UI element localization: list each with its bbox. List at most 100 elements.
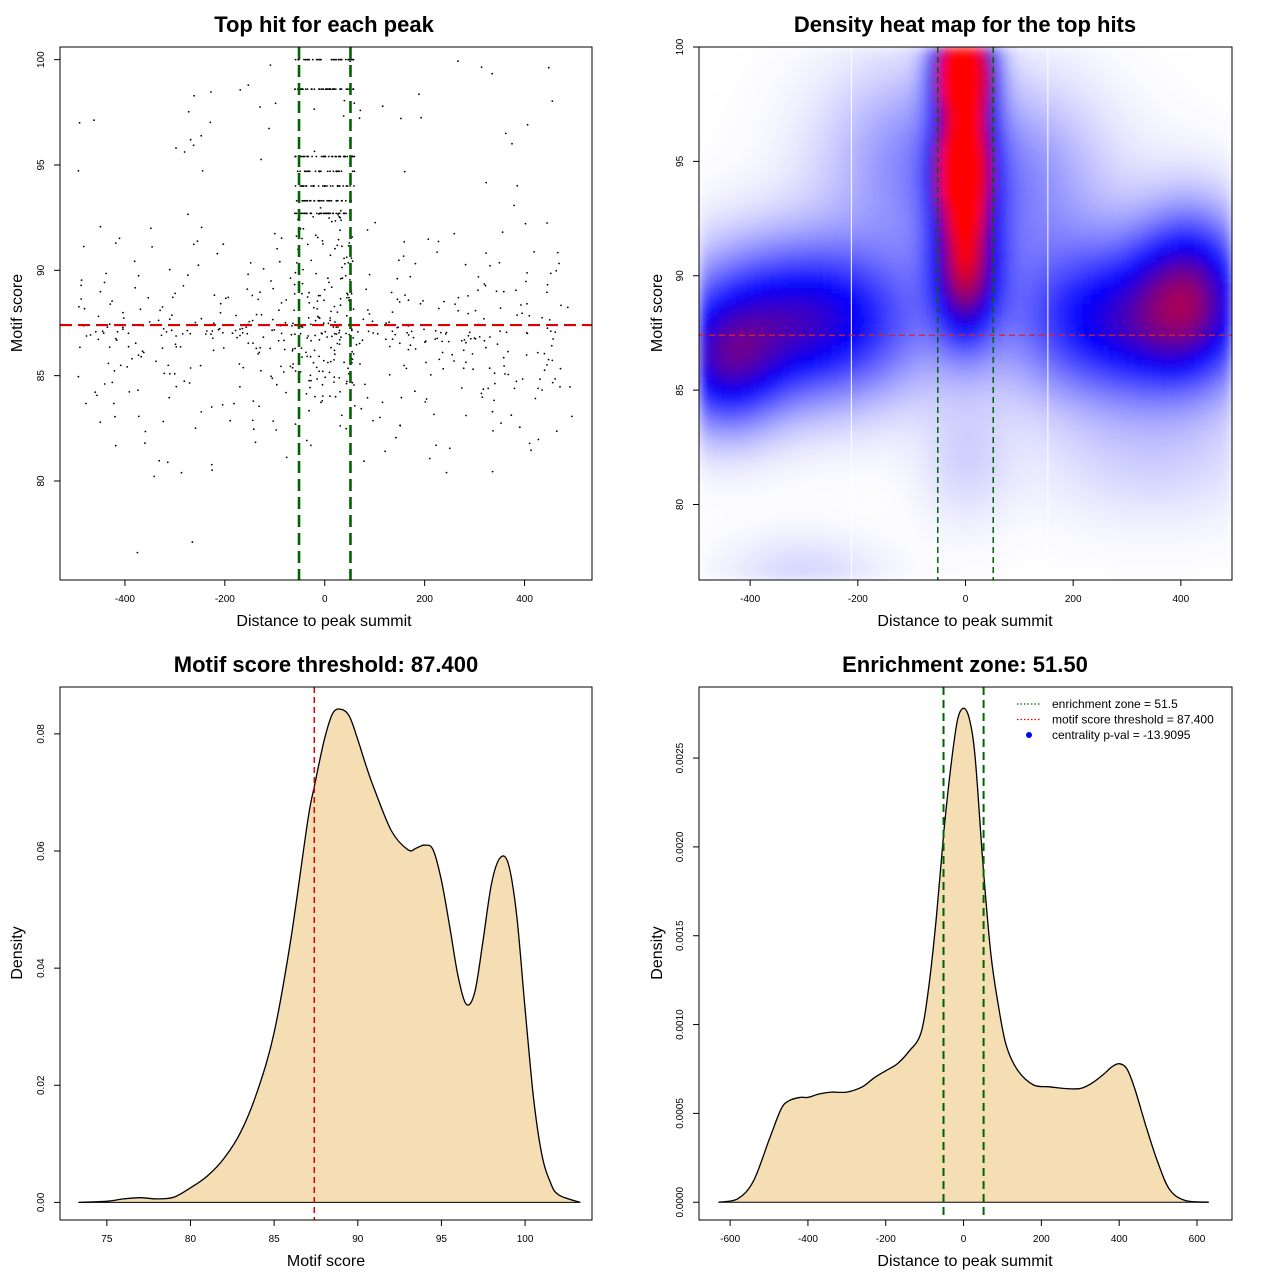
heatmap-cell (841, 409, 851, 421)
heatmap-cell (1081, 569, 1091, 580)
heatmap-cell (992, 356, 1002, 368)
scatter-point (326, 170, 329, 173)
heatmap-cell (1089, 121, 1100, 133)
heatmap-cell (1045, 537, 1055, 549)
heatmap-cell (876, 548, 887, 560)
heatmap-cell (930, 79, 940, 91)
heatmap-cell (1009, 142, 1020, 155)
heatmap-cell (938, 345, 949, 357)
heatmap-cell (752, 398, 762, 411)
heatmap-cell (1187, 452, 1198, 464)
heatmap-cell (1027, 270, 1038, 283)
heatmap-cell (938, 324, 949, 336)
heatmap-cell (1116, 324, 1126, 336)
scatter-point (155, 360, 157, 363)
heatmap-cell (903, 398, 913, 411)
heatmap-cell (1036, 132, 1047, 144)
heatmap-cell (1072, 164, 1082, 176)
heatmap-cell (858, 100, 869, 112)
heatmap-cell (805, 334, 816, 347)
heatmap-cell (752, 228, 762, 240)
heatmap-cell (885, 260, 895, 272)
heatmap-cell (796, 153, 807, 165)
heatmap-cell (867, 420, 878, 432)
scatter-point (351, 350, 353, 353)
heatmap-cell (1143, 334, 1153, 347)
heatmap-cell (716, 121, 727, 133)
scatter-point (246, 288, 249, 290)
heatmap-cell (1072, 57, 1082, 69)
heatmap-cell (903, 153, 913, 165)
heatmap-cell (876, 462, 887, 474)
scatter-point (436, 251, 438, 254)
heatmap-cell (1169, 302, 1180, 315)
scatter-point (170, 329, 173, 332)
heatmap-cell (956, 281, 967, 293)
heatmap-cell (1098, 377, 1109, 389)
heatmap-cell (699, 494, 709, 506)
scatter-point (428, 457, 431, 460)
heatmap-cell (921, 228, 931, 240)
heatmap-cell (823, 68, 833, 80)
heatmap-cell (850, 388, 860, 400)
scatter-point (444, 333, 447, 335)
scatter-point (114, 415, 116, 418)
heatmap-cell (885, 79, 895, 91)
heatmap-cell (707, 377, 718, 389)
heatmap-cell (1072, 558, 1082, 570)
heatmap-cell (752, 292, 762, 304)
heatmap-cell (1169, 79, 1180, 91)
heatmap-cell (1187, 121, 1198, 133)
heatmap-cell (743, 473, 753, 485)
heatmap-cell (1036, 494, 1047, 506)
heatmap-cell (850, 89, 860, 101)
heatmap-cell (938, 174, 949, 187)
heatmap-cell (956, 324, 967, 336)
heatmap-cell (752, 68, 762, 80)
heatmap-cell (903, 548, 913, 560)
distance-density-x-tick-label: 200 (1033, 1234, 1050, 1245)
scatter-point (559, 385, 561, 388)
scatter-point (559, 367, 562, 370)
heatmap-cell (992, 164, 1002, 176)
scatter-point (507, 350, 509, 353)
heatmap-cell (850, 334, 860, 347)
heatmap-cell (823, 558, 833, 570)
scatter-point (157, 319, 160, 322)
scatter-point (334, 220, 337, 222)
heatmap-cell (725, 462, 736, 474)
heatmap-cell (823, 494, 833, 506)
heatmap-cell (1152, 132, 1162, 144)
scatter-point (462, 367, 465, 370)
heatmap-cell (725, 409, 736, 421)
heatmap-cell (1223, 260, 1232, 272)
score-density-curve (78, 708, 581, 1204)
heatmap-cell (1214, 377, 1224, 389)
heatmap-cell (1223, 79, 1232, 91)
heatmap-cell (912, 526, 922, 538)
heatmap-cell (1045, 132, 1055, 144)
distance-density-y-tick-label: 0.0010 (675, 1009, 686, 1040)
heatmap-cell (974, 228, 984, 240)
heatmap-cell (805, 569, 816, 580)
heatmap-cell (858, 313, 869, 325)
scatter-point (505, 331, 508, 334)
heatmap-cell (699, 516, 709, 528)
heatmap-cell (1081, 420, 1091, 432)
heatmap-cell (1054, 100, 1064, 112)
heatmap-cell (1036, 196, 1047, 208)
heatmap-cell (1063, 409, 1073, 421)
heatmap-cell (725, 185, 736, 197)
heatmap-cell (1160, 121, 1171, 133)
heatmap-cell (1152, 345, 1162, 357)
heatmap-cell (1143, 47, 1153, 59)
heatmap-cell (699, 238, 709, 251)
heatmap-cell (787, 292, 798, 304)
heatmap-cell (761, 68, 771, 80)
heatmap-cell (787, 79, 798, 91)
heatmap-cell (1098, 334, 1109, 347)
heatmap-cell (1081, 409, 1091, 421)
heatmap-cell (974, 377, 984, 389)
heatmap-cell (787, 548, 798, 560)
heatmap-cell (1089, 462, 1100, 474)
